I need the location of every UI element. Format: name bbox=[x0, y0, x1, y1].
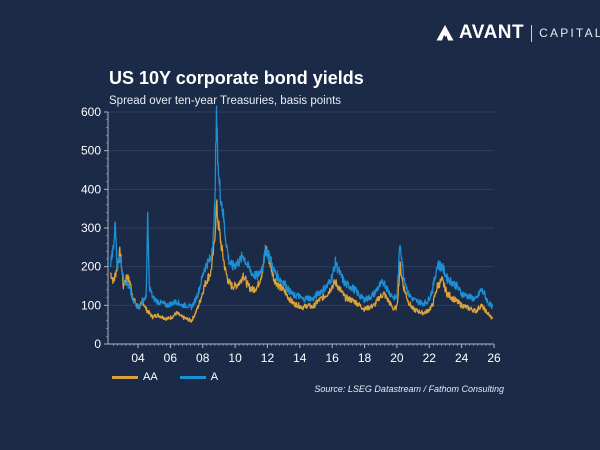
legend-label-a: A bbox=[210, 371, 219, 383]
y-tick-label: 300 bbox=[81, 221, 101, 235]
x-tick-label: 20 bbox=[390, 351, 404, 365]
x-tick-label: 22 bbox=[423, 351, 437, 365]
x-tick-label: 14 bbox=[293, 351, 307, 365]
legend-item-aa: AA bbox=[112, 371, 158, 383]
series-group bbox=[109, 105, 494, 323]
x-tick-label: 10 bbox=[228, 351, 242, 365]
x-tick-label: 08 bbox=[196, 351, 210, 365]
legend: AA A bbox=[112, 371, 240, 383]
y-tick-label: 0 bbox=[94, 337, 101, 351]
brand-logo: AVANT CAPITAL bbox=[436, 22, 600, 44]
brand-name: AVANT bbox=[459, 22, 525, 43]
y-tick-label: 500 bbox=[81, 144, 101, 158]
avant-mountain-logo-icon bbox=[436, 25, 454, 41]
series-line-a bbox=[109, 105, 494, 311]
tick-labels: 0 100 200 300 400 500 600 04 06 08 10 12 14 16 18 20 22 2… bbox=[81, 105, 501, 365]
legend-swatch-a bbox=[179, 375, 206, 379]
source-note: Source: LSEG Datastream / Fathom Consult… bbox=[314, 384, 504, 394]
y-tick-label: 400 bbox=[81, 182, 101, 196]
x-tick-label: 24 bbox=[455, 351, 469, 365]
series-line-aa bbox=[109, 199, 494, 323]
x-tick-label: 16 bbox=[326, 351, 340, 365]
chart-title: US 10Y corporate bond yields bbox=[109, 68, 364, 88]
x-tick-label: 12 bbox=[261, 351, 275, 365]
y-tick-label: 200 bbox=[81, 260, 101, 274]
x-tick-label: 06 bbox=[164, 351, 178, 365]
x-tick-label: 18 bbox=[358, 351, 372, 365]
legend-label-aa: AA bbox=[143, 371, 158, 383]
brand-suffix: CAPITAL bbox=[539, 26, 600, 40]
y-tick-label: 600 bbox=[81, 105, 101, 119]
legend-swatch-aa bbox=[112, 375, 138, 379]
chart-subtitle: Spread over ten-year Treasuries, basis p… bbox=[109, 95, 342, 107]
x-tick-label: 26 bbox=[487, 351, 501, 365]
y-tick-label: 100 bbox=[81, 298, 101, 312]
axes bbox=[104, 111, 495, 348]
legend-item-a: A bbox=[179, 371, 219, 383]
x-tick-label: 04 bbox=[131, 351, 145, 365]
brand-divider bbox=[531, 24, 533, 42]
